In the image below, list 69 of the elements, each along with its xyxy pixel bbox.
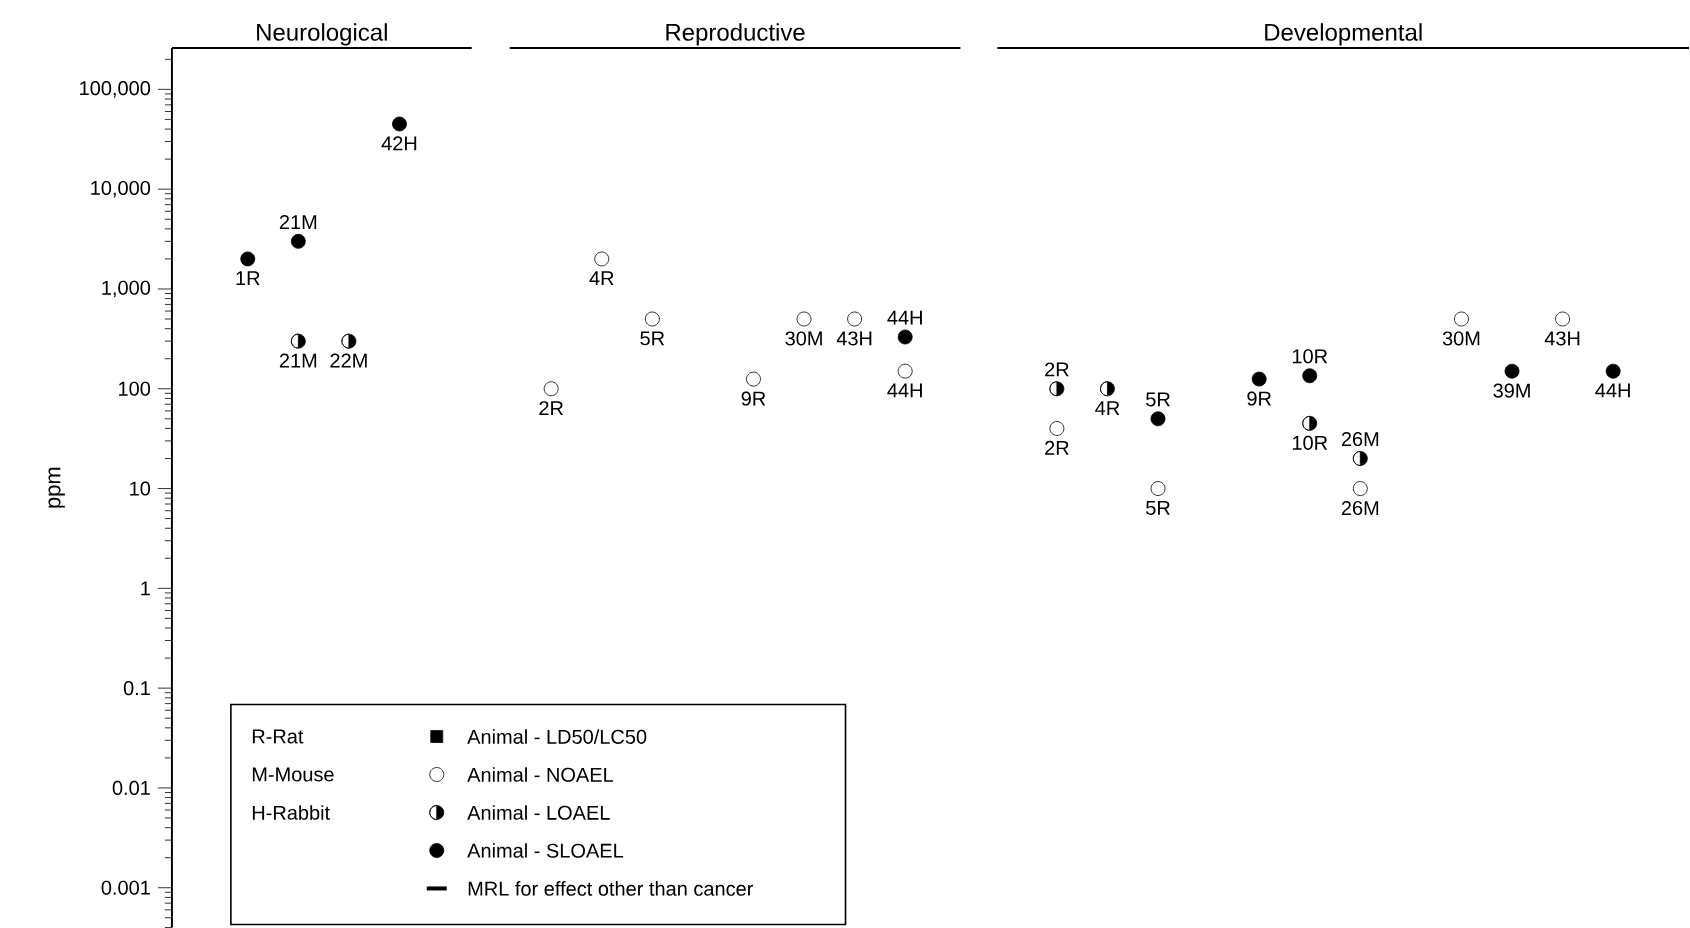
point	[1150, 480, 1166, 496]
annotation: 44H	[887, 383, 922, 398]
annotation: 4R	[1095, 400, 1120, 415]
y-tick-label: 10,000	[91, 180, 151, 198]
legend-label: Animal - LD50/LC50	[467, 728, 647, 744]
annotation: 44H	[1595, 383, 1630, 398]
legend-label: MRL for effect other than cancer	[468, 880, 754, 896]
annotation: 26M	[1341, 431, 1379, 446]
text: Reproductive	[666, 22, 805, 46]
annotation: 26M	[1341, 500, 1379, 515]
annotation: 2R	[1045, 362, 1069, 377]
annotation: 9R	[1247, 391, 1272, 406]
y-tick-label: 100,000	[80, 80, 151, 98]
point	[746, 371, 761, 387]
annotation: 2R	[1045, 440, 1069, 455]
y-tick-label: 100	[119, 381, 151, 396]
annotation: 9R	[741, 391, 766, 406]
y-tick-label: 10	[130, 481, 151, 496]
point	[1150, 411, 1166, 426]
annotation: 10R	[1292, 435, 1328, 450]
annotation: 2R	[539, 400, 564, 415]
legend-label: Animal - SLOAEL	[467, 842, 624, 858]
y-tick-label: 0.001	[101, 880, 150, 895]
annotation: 21M	[279, 353, 317, 368]
point	[1352, 480, 1368, 496]
point	[543, 381, 559, 396]
point	[240, 251, 256, 267]
annotation: 43H	[836, 331, 872, 346]
annotation: 5R	[1146, 392, 1170, 407]
annotation: 22M	[330, 353, 367, 368]
text: Neurological	[257, 22, 387, 46]
annotation: 30M	[1442, 331, 1480, 346]
annotation: 21M	[279, 214, 317, 229]
annotation: 5R	[640, 331, 665, 346]
annotation: 43H	[1544, 331, 1580, 346]
point	[290, 233, 306, 249]
point	[392, 116, 407, 132]
point	[1049, 420, 1065, 436]
point	[1251, 371, 1267, 387]
y-tick-label: 1,000	[102, 280, 151, 298]
annotation: 10R	[1292, 348, 1328, 364]
point	[1302, 368, 1318, 383]
point	[897, 329, 913, 345]
point	[796, 311, 812, 327]
annotation: 42H	[381, 136, 417, 151]
point	[1504, 363, 1520, 379]
y-tick-label: 0.01	[112, 780, 150, 795]
y-axis-title: ppm	[48, 467, 65, 508]
annotation: 5R	[1146, 500, 1170, 515]
point	[1605, 363, 1621, 379]
point	[644, 311, 660, 327]
annotation: 39M	[1493, 383, 1530, 398]
point	[1555, 311, 1570, 327]
legend-label: Animal - LOAEL	[467, 804, 610, 820]
point	[1454, 311, 1469, 327]
annotation: R-Rat	[252, 729, 304, 744]
y-tick-label: 1	[141, 581, 150, 595]
annotation: 44H	[887, 310, 922, 325]
point	[594, 251, 610, 267]
legend-label: Animal - NOAEL	[467, 766, 614, 782]
annotation: 4R	[589, 271, 614, 285]
y-tick-label: 0.1	[123, 680, 150, 695]
text: Developmental	[1265, 22, 1422, 46]
annotation: M-Mouse	[252, 767, 334, 782]
annotation: 1R	[236, 271, 260, 285]
point	[847, 311, 862, 327]
annotation: 30M	[785, 331, 822, 346]
annotation: H-Rabbit	[252, 804, 330, 820]
point	[897, 363, 913, 379]
